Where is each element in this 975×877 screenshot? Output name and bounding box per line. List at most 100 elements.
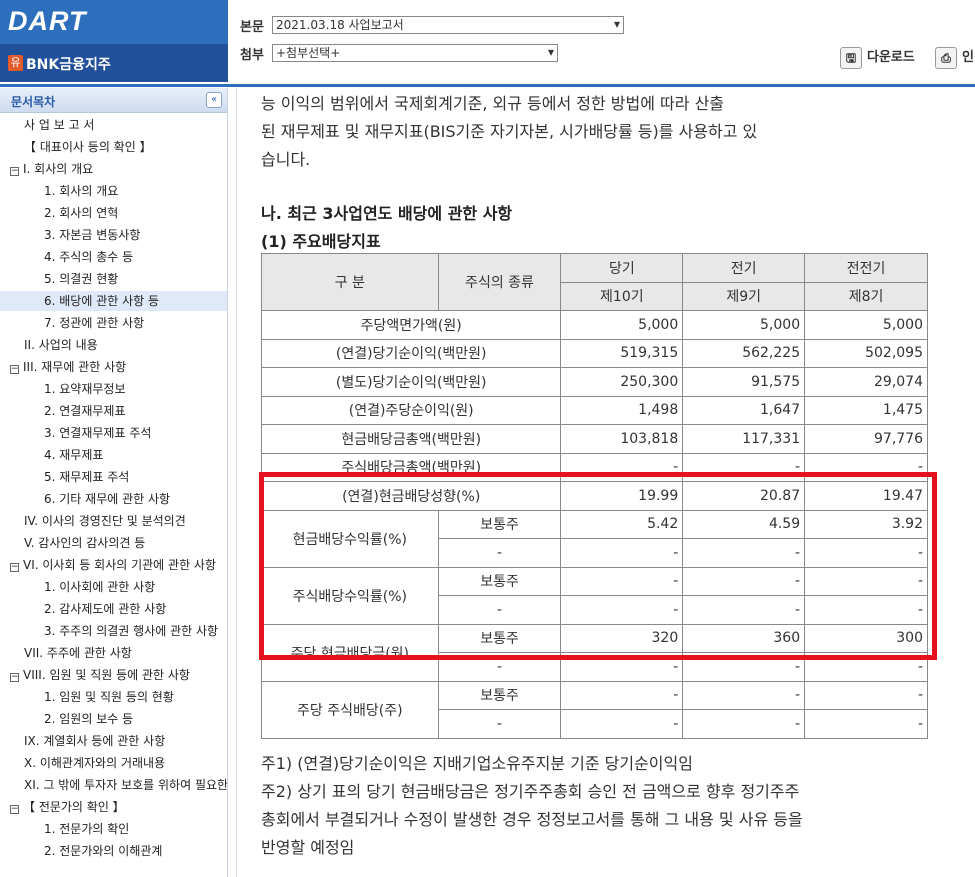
table-cell: 20.87	[682, 481, 806, 511]
toc-item-label: 2. 회사의 연혁	[44, 206, 119, 220]
table-row: 주식배당금총액(백만원) - - -	[260, 452, 928, 482]
note-line: 총회에서 부결되거나 수정이 발생한 경우 정정보고서를 통해 그 내용 및 사…	[261, 810, 803, 829]
table-cell: 320	[560, 623, 684, 653]
dart-logo[interactable]: DART	[8, 6, 87, 36]
toc-item[interactable]: − 【 전문가의 확인 】	[0, 797, 227, 817]
header-prev: 전기	[682, 253, 806, 283]
toc-item[interactable]: − VIII. 임원 및 직원 등에 관한 사항	[0, 665, 227, 685]
toc-item[interactable]: 6. 기타 재무에 관한 사항	[0, 489, 227, 509]
header-prev2: 전전기	[804, 253, 928, 283]
table-header-row: 구 분 주식의 종류 당기 전기 전전기	[261, 253, 928, 311]
toc-item[interactable]: 2. 연결재무제표	[0, 401, 227, 421]
stock-type-cell: -	[437, 652, 562, 682]
table-row: ----	[262, 538, 928, 568]
toc-item[interactable]: 3. 주주의 의결권 행사에 관한 사항	[0, 621, 227, 641]
download-button[interactable]: 🖫 다운로드	[840, 46, 915, 69]
logo-area: DART	[0, 0, 228, 44]
table-cell: 5.42	[560, 509, 684, 539]
table-row: 현금배당수익률(%) 보통주 5.42 4.59 3.92	[261, 509, 928, 568]
table-cell: 103,818	[560, 424, 684, 454]
toc-item[interactable]: 사 업 보 고 서	[0, 115, 227, 135]
table-cell: 19.47	[804, 481, 928, 511]
stock-type-cell: -	[437, 595, 562, 625]
toc-sidebar: 문서목차 « 사 업 보 고 서 【 대표이사 등의 확인 】 − I. 회사의 개요…	[0, 88, 228, 877]
header-divider	[0, 84, 975, 87]
company-icon: 유	[8, 55, 23, 71]
collapse-toggle-icon[interactable]: −	[10, 672, 19, 682]
toc-item[interactable]: 1. 전문가의 확인	[0, 819, 227, 839]
toc-item-label: 5. 재무제표 주석	[44, 470, 130, 484]
toc-item[interactable]: 4. 재무제표	[0, 445, 227, 465]
document-content: 능 이익의 범위에서 국제회계기준, 외규 등에서 정한 방법에 따라 산출 된…	[237, 88, 975, 877]
toc-item-label: 3. 자본금 변동사항	[44, 228, 141, 242]
toc-item[interactable]: 1. 이사회에 관한 사항	[0, 577, 227, 597]
collapse-toggle-icon[interactable]: −	[10, 804, 19, 814]
table-cell: -	[804, 566, 928, 596]
toc-item[interactable]: 4. 주식의 총수 등	[0, 247, 227, 267]
table-cell: -	[682, 538, 806, 568]
header-current-term: 제10기	[560, 281, 684, 311]
toc-item[interactable]: − III. 재무에 관한 사항	[0, 357, 227, 377]
table-cell: 1,647	[682, 395, 806, 425]
toc-item[interactable]: 1. 요약재무정보	[0, 379, 227, 399]
collapse-icon[interactable]: «	[206, 92, 222, 108]
toc-item[interactable]: 3. 자본금 변동사항	[0, 225, 227, 245]
dividend-table: 구 분 주식의 종류 당기 전기 전전기 제10기 제9기 제8기 주당액면가액…	[260, 253, 928, 739]
toc-item[interactable]: IV. 이사의 경영진단 및 분석의견	[0, 511, 227, 531]
toc-item-label: 6. 배당에 관한 사항 등	[44, 294, 160, 308]
note-line: 주1) (연결)당기순이익은 지배기업소유주지분 기준 당기순이익임	[261, 754, 693, 773]
table-cell: 502,095	[804, 338, 928, 368]
toc-item[interactable]: 5. 재무제표 주석	[0, 467, 227, 487]
stock-type-cell: 보통주	[437, 566, 562, 596]
toc-item[interactable]: 2. 감사제도에 관한 사항	[0, 599, 227, 619]
table-cell: -	[682, 566, 806, 596]
toc-item[interactable]: XI. 그 밖에 투자자 보호를 위하여 필요한 사항	[0, 775, 227, 795]
main-doc-select[interactable]: 2021.03.18 사업보고서	[272, 16, 624, 34]
toc-item-label: 1. 임원 및 직원 등의 현황	[44, 690, 174, 704]
table-cell: -	[560, 566, 684, 596]
table-cell: 519,315	[560, 338, 684, 368]
toc-item[interactable]: 5. 의결권 현황	[0, 269, 227, 289]
toc-item[interactable]: II. 사업의 내용	[0, 335, 227, 355]
collapse-toggle-icon[interactable]: −	[10, 562, 19, 572]
toc-item-label: 4. 재무제표	[44, 448, 104, 462]
toc-item[interactable]: X. 이해관계자와의 거래내용	[0, 753, 227, 773]
collapse-toggle-icon[interactable]: −	[10, 166, 19, 176]
toc-item[interactable]: 2. 임원의 보수 등	[0, 709, 227, 729]
attach-select[interactable]: +첨부선택+	[272, 44, 558, 62]
row-label: (별도)당기순이익(백만원)	[260, 367, 562, 397]
toc-item[interactable]: 6. 배당에 관한 사항 등	[0, 291, 227, 311]
app-header: DART 유 BNK금융지주 본문 2021.03.18 사업보고서 첨부 +첨…	[0, 0, 975, 87]
print-label: 인	[962, 50, 974, 65]
company-bar: 유 BNK금융지주	[0, 44, 228, 82]
toc-header: 문서목차 «	[0, 88, 227, 113]
table-row: ----	[262, 709, 928, 739]
row-label: 주당 주식배당(주)	[261, 680, 439, 739]
table-row: ----	[262, 595, 928, 625]
toc-item[interactable]: − I. 회사의 개요	[0, 159, 227, 179]
toc-item[interactable]: 3. 연결재무제표 주석	[0, 423, 227, 443]
table-row: 주식배당수익률(%) 보통주 - - -	[261, 566, 928, 625]
toc-item[interactable]: 2. 회사의 연혁	[0, 203, 227, 223]
toc-item[interactable]: 2. 전문가와의 이해관계	[0, 841, 227, 861]
toc-item[interactable]: VII. 주주에 관한 사항	[0, 643, 227, 663]
toc-item[interactable]: − VI. 이사회 등 회사의 기관에 관한 사항	[0, 555, 227, 575]
toc-item[interactable]: 7. 정관에 관한 사항	[0, 313, 227, 333]
row-label: 주식배당수익률(%)	[261, 566, 439, 625]
row-label: 주당 현금배당금(원)	[261, 623, 439, 682]
toc-item[interactable]: V. 감사인의 감사의견 등	[0, 533, 227, 553]
toc-item[interactable]: IX. 계열회사 등에 관한 사항	[0, 731, 227, 751]
print-button[interactable]: ⎙ 인	[935, 46, 974, 69]
toc-item[interactable]: 1. 회사의 개요	[0, 181, 227, 201]
header-prev-term: 제9기	[682, 281, 806, 311]
save-icon: 🖫	[840, 46, 862, 69]
stock-type-cell: 보통주	[437, 509, 562, 539]
table-row: 현금배당금총액(백만원) 103,818 117,331 97,776	[260, 424, 928, 454]
toc-item[interactable]: 1. 임원 및 직원 등의 현황	[0, 687, 227, 707]
paragraph-line: 된 재무제표 및 재무지표(BIS기준 자기자본, 시가배당률 등)를 사용하고…	[261, 122, 758, 141]
toc-item-label: I. 회사의 개요	[23, 162, 94, 176]
toc-item[interactable]: 【 대표이사 등의 확인 】	[0, 137, 227, 157]
collapse-toggle-icon[interactable]: −	[10, 364, 19, 374]
note-line: 주2) 상기 표의 당기 현금배당금은 정기주주총회 승인 전 금액으로 향후 …	[261, 782, 800, 801]
table-row: 주당액면가액(원) 5,000 5,000 5,000	[260, 310, 928, 340]
